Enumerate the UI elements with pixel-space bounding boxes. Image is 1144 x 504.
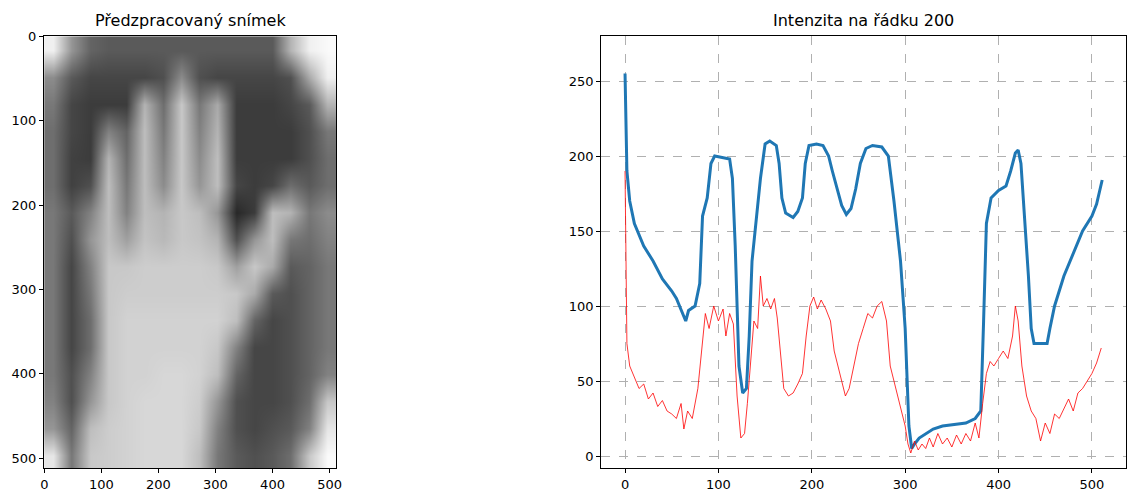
svg-text:50: 50 [577,374,594,389]
svg-text:Intenzita na řádku 200: Intenzita na řádku 200 [773,11,954,30]
svg-text:200: 200 [146,477,171,492]
svg-text:100: 100 [12,113,37,128]
svg-text:400: 400 [12,366,37,381]
svg-text:0: 0 [28,29,36,44]
svg-text:Předzpracovaný snímek: Předzpracovaný snímek [95,11,286,30]
svg-text:200: 200 [799,477,824,492]
svg-text:100: 100 [89,477,114,492]
svg-text:0: 0 [40,477,48,492]
svg-text:150: 150 [569,224,594,239]
svg-text:0: 0 [585,449,593,464]
svg-text:500: 500 [1080,477,1105,492]
svg-text:300: 300 [12,282,37,297]
svg-text:300: 300 [203,477,228,492]
svg-text:500: 500 [12,451,37,466]
svg-text:200: 200 [569,149,594,164]
svg-text:250: 250 [569,74,594,89]
svg-text:300: 300 [893,477,918,492]
svg-text:100: 100 [569,299,594,314]
svg-text:200: 200 [12,198,37,213]
svg-text:400: 400 [260,477,285,492]
svg-text:100: 100 [706,477,731,492]
svg-text:400: 400 [986,477,1011,492]
svg-text:0: 0 [621,477,629,492]
svg-text:500: 500 [317,477,342,492]
